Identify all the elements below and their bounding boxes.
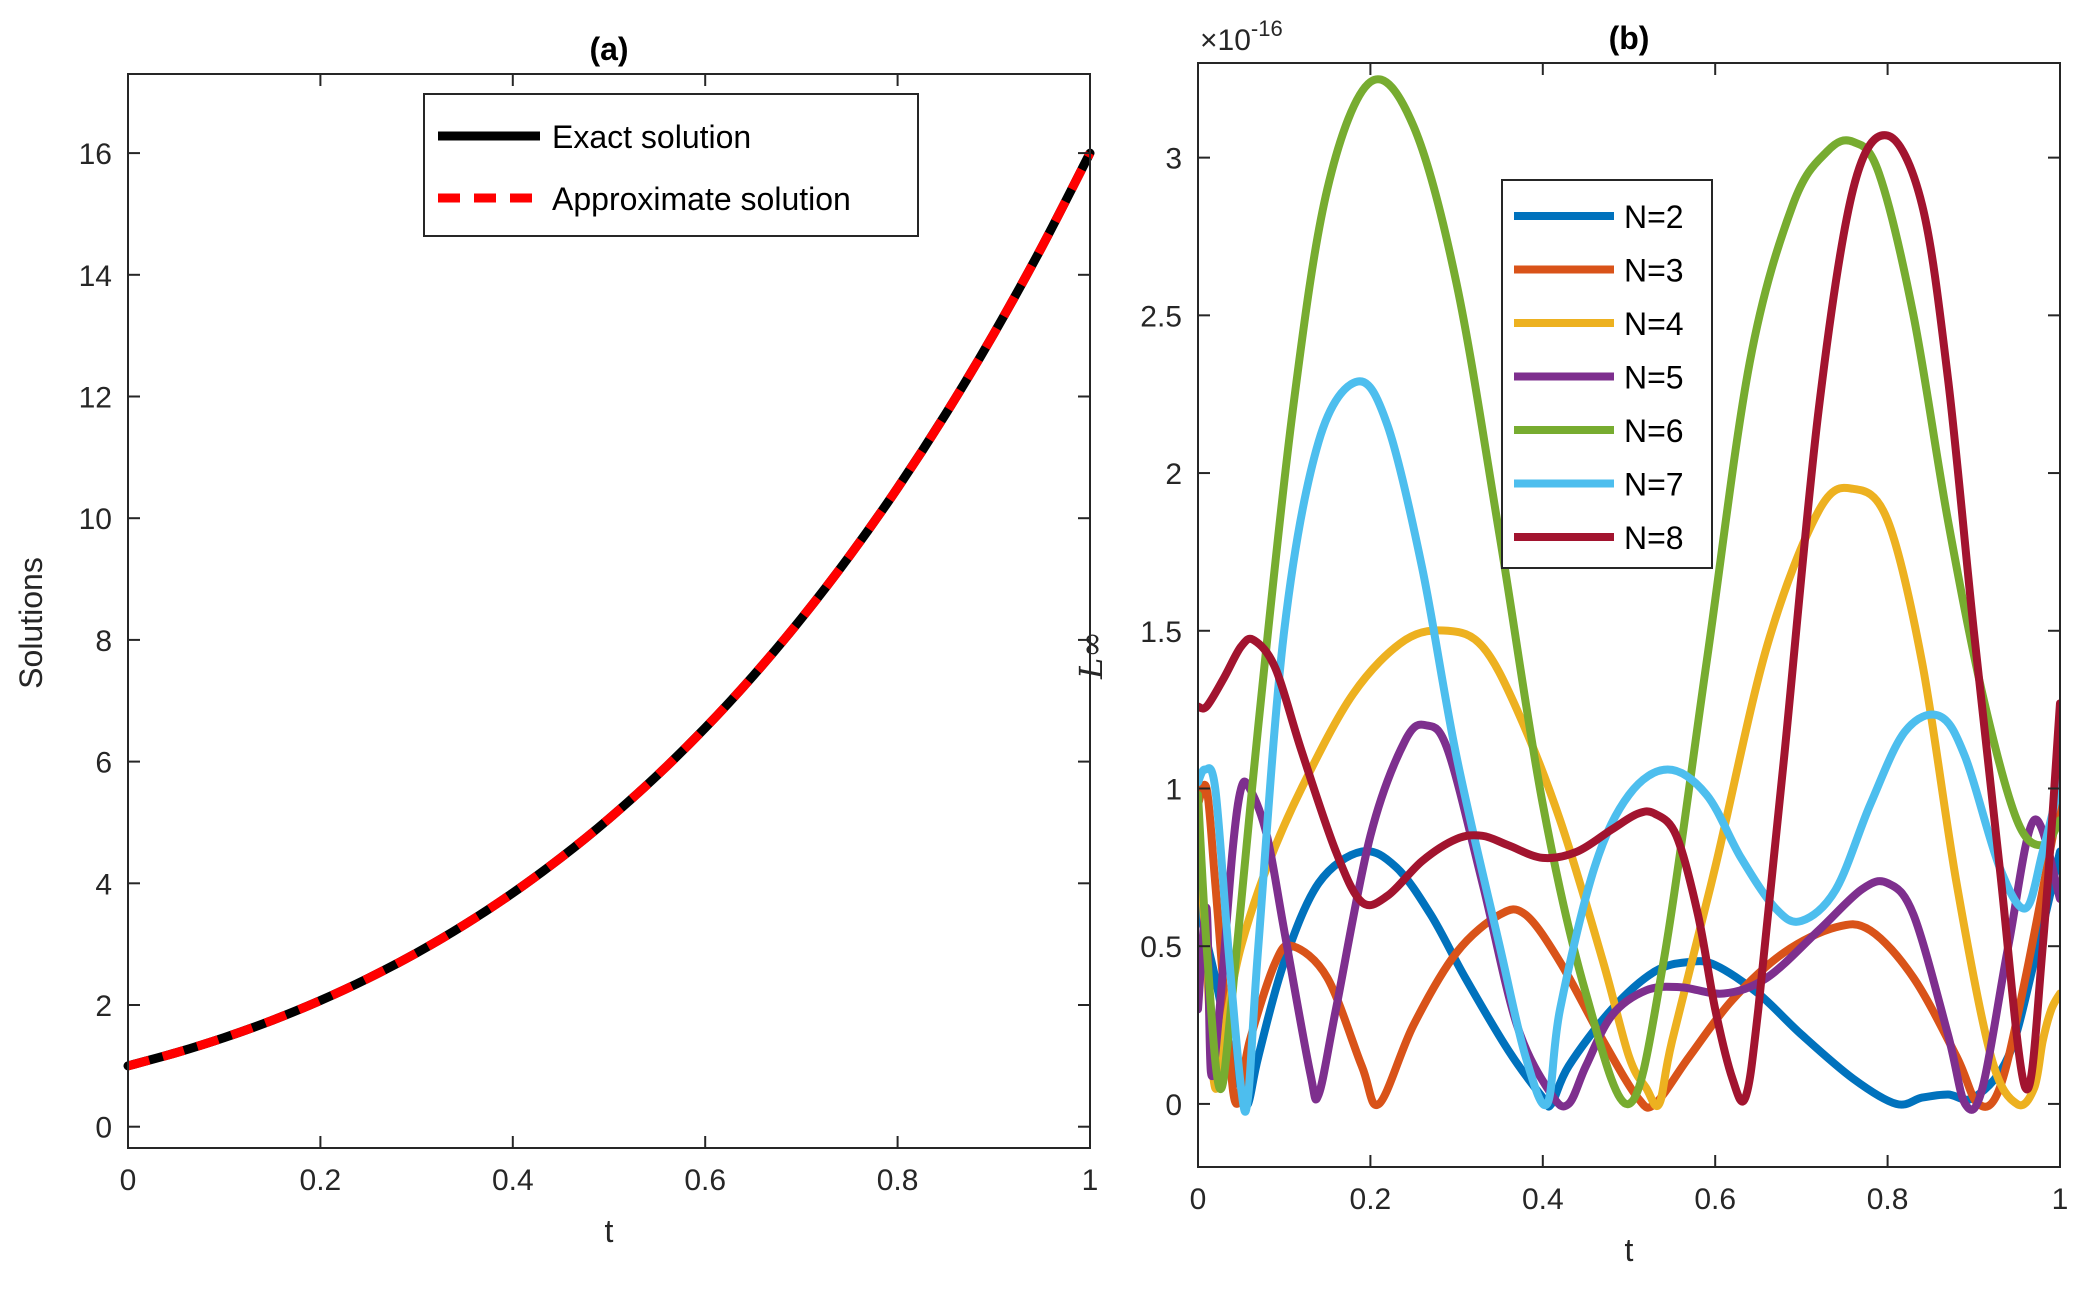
x-tick-label: 1 <box>2052 1183 2069 1216</box>
series-line-n-8 <box>1198 131 2060 1106</box>
panel-b: 0 0.2 0.4 0.6 0.8 1 0 0.5 1 1.5 2 2.5 3 (b) t L∞ ×10… <box>1072 16 2068 1268</box>
x-tick-label: 0.4 <box>1522 1183 1564 1216</box>
panel-b-series-group <box>1198 75 2060 1116</box>
x-tick-label: 0.2 <box>300 1164 342 1197</box>
exponent-base: ×10 <box>1200 24 1251 57</box>
y-tick-label: 2.5 <box>1140 300 1182 333</box>
series-line-n-2 <box>1198 847 2060 1111</box>
panel-b-title: (b) <box>1609 20 1650 56</box>
legend-label-n-3: N=3 <box>1624 253 1684 289</box>
legend-label-n-2: N=2 <box>1624 199 1684 235</box>
legend-label-n-4: N=4 <box>1624 306 1684 342</box>
legend-label-exact-solution: Exact solution <box>552 119 751 155</box>
panel-a-y-axis-label: Solutions <box>13 557 49 689</box>
panel-a-plot-area <box>128 74 1090 1148</box>
panel-b-ticks: 0 0.2 0.4 0.6 0.8 1 0 0.5 1 1.5 2 2.5 3 <box>1140 63 2068 1216</box>
x-tick-label: 0.4 <box>492 1164 534 1197</box>
exponent-power: -16 <box>1251 16 1283 41</box>
panel-b-legend-items: N=2 N=3 N=4 N=5 N=6 N=7 N=8 <box>1514 199 1684 556</box>
x-tick-label: 1 <box>1082 1164 1099 1197</box>
y-tick-label: 16 <box>79 138 112 171</box>
y-tick-label: 0.5 <box>1140 931 1182 964</box>
panel-a-axes-box <box>127 73 1091 1149</box>
y-tick-label: 1 <box>1165 773 1182 806</box>
x-tick-label: 0.6 <box>1694 1183 1736 1216</box>
x-tick-label: 0.8 <box>1867 1183 1909 1216</box>
panel-b-axes-box <box>1197 62 2061 1168</box>
series-line-n-7 <box>1198 377 2060 1116</box>
y-tick-label: 4 <box>95 868 112 901</box>
y-tick-label: 6 <box>95 747 112 780</box>
series-line-approximate-solution <box>126 151 1095 1071</box>
x-tick-label: 0.8 <box>877 1164 919 1197</box>
x-tick-label: 0.2 <box>1350 1183 1392 1216</box>
panel-a-legend-box <box>423 93 919 237</box>
panel-b-y-exponent-label: ×10-16 <box>1200 16 1283 57</box>
legend-label-n-7: N=7 <box>1624 467 1684 503</box>
y-tick-label: 2 <box>1165 458 1182 491</box>
x-tick-label: 0 <box>1190 1183 1207 1216</box>
legend-label-approximate-solution: Approximate solution <box>552 181 851 217</box>
panel-a-series-group <box>123 148 1095 1071</box>
panel-b-y-axis-label: L∞ <box>1072 631 1110 680</box>
y-tick-label: 3 <box>1165 143 1182 176</box>
y-tick-label: 1.5 <box>1140 616 1182 649</box>
panel-a-legend: Exact solution Approximate solution <box>423 93 919 237</box>
x-tick-label: 0.6 <box>684 1164 726 1197</box>
y-tick-label: 0 <box>1165 1089 1182 1122</box>
y-tick-label: 2 <box>95 990 112 1023</box>
panel-a-x-axis-label: t <box>605 1213 614 1249</box>
panel-a-title: (a) <box>589 31 628 67</box>
y-tick-label: 8 <box>95 625 112 658</box>
x-tick-label: 0 <box>120 1164 137 1197</box>
panel-b-legend: N=2 N=3 N=4 N=5 N=6 N=7 N=8 <box>1501 179 1713 569</box>
y-tick-label: 0 <box>95 1112 112 1145</box>
series-line-n-6 <box>1198 75 2060 1108</box>
panel-b-x-axis-label: t <box>1625 1232 1634 1268</box>
y-tick-label: 12 <box>79 382 112 415</box>
legend-label-n-6: N=6 <box>1624 413 1684 449</box>
legend-label-n-8: N=8 <box>1624 520 1684 556</box>
legend-label-n-5: N=5 <box>1624 360 1684 396</box>
y-tick-label: 10 <box>79 503 112 536</box>
y-tick-label: 14 <box>79 260 112 293</box>
